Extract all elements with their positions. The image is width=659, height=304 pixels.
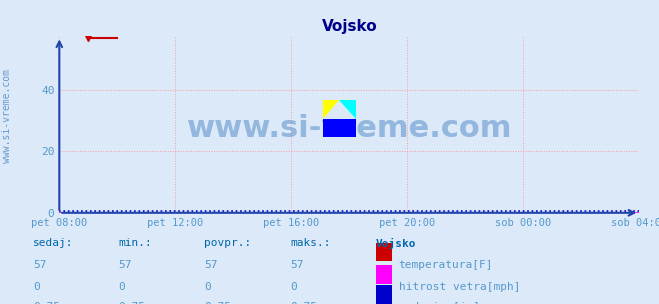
Bar — [376, 243, 392, 261]
Title: Vojsko: Vojsko — [322, 19, 377, 34]
Text: maks.:: maks.: — [290, 238, 330, 247]
Text: min.:: min.: — [119, 238, 152, 247]
Text: hitrost vetra[mph]: hitrost vetra[mph] — [399, 282, 520, 292]
Text: 57: 57 — [119, 260, 132, 270]
Text: 0: 0 — [290, 282, 297, 292]
Text: temperatura[F]: temperatura[F] — [399, 260, 493, 270]
Polygon shape — [323, 100, 339, 119]
Text: 57: 57 — [204, 260, 217, 270]
Text: Vojsko: Vojsko — [376, 238, 416, 249]
Text: 0: 0 — [33, 282, 40, 292]
Text: sedaj:: sedaj: — [33, 238, 73, 247]
Text: 0,75: 0,75 — [33, 302, 60, 304]
Bar — [376, 265, 392, 284]
Text: 0,75: 0,75 — [204, 302, 231, 304]
Text: 0,75: 0,75 — [119, 302, 146, 304]
Text: 57: 57 — [290, 260, 303, 270]
Bar — [323, 119, 356, 137]
Text: 0: 0 — [204, 282, 211, 292]
Polygon shape — [339, 100, 356, 119]
Text: padavine[in]: padavine[in] — [399, 302, 480, 304]
Text: 57: 57 — [33, 260, 46, 270]
Text: www.si-vreme.com: www.si-vreme.com — [1, 68, 12, 163]
Bar — [376, 285, 392, 304]
Text: www.si-vreme.com: www.si-vreme.com — [186, 114, 512, 143]
Text: 0,75: 0,75 — [290, 302, 317, 304]
Text: povpr.:: povpr.: — [204, 238, 252, 247]
Text: 0: 0 — [119, 282, 125, 292]
